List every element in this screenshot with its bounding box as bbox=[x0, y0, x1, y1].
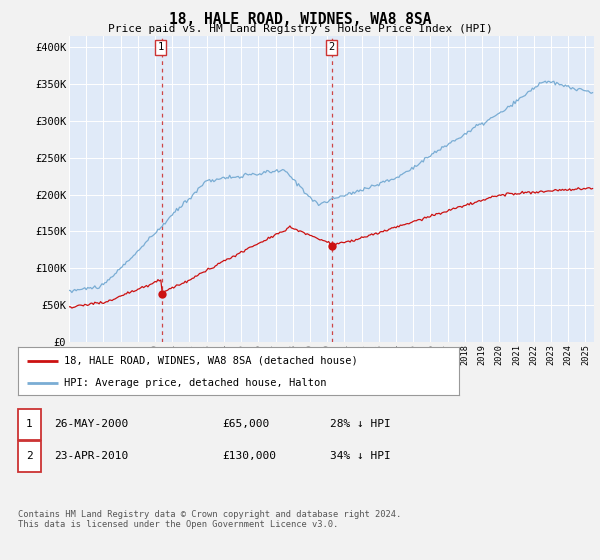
Text: £130,000: £130,000 bbox=[222, 451, 276, 461]
Text: Price paid vs. HM Land Registry's House Price Index (HPI): Price paid vs. HM Land Registry's House … bbox=[107, 24, 493, 34]
Text: 28% ↓ HPI: 28% ↓ HPI bbox=[330, 419, 391, 430]
Text: 18, HALE ROAD, WIDNES, WA8 8SA (detached house): 18, HALE ROAD, WIDNES, WA8 8SA (detached… bbox=[64, 356, 358, 366]
Text: £65,000: £65,000 bbox=[222, 419, 269, 430]
Text: 1: 1 bbox=[26, 419, 33, 430]
Text: Contains HM Land Registry data © Crown copyright and database right 2024.
This d: Contains HM Land Registry data © Crown c… bbox=[18, 510, 401, 529]
Text: 1: 1 bbox=[158, 43, 164, 53]
Text: 18, HALE ROAD, WIDNES, WA8 8SA: 18, HALE ROAD, WIDNES, WA8 8SA bbox=[169, 12, 431, 27]
Text: HPI: Average price, detached house, Halton: HPI: Average price, detached house, Halt… bbox=[64, 378, 327, 388]
Text: 26-MAY-2000: 26-MAY-2000 bbox=[54, 419, 128, 430]
Text: 23-APR-2010: 23-APR-2010 bbox=[54, 451, 128, 461]
Text: 34% ↓ HPI: 34% ↓ HPI bbox=[330, 451, 391, 461]
Text: 2: 2 bbox=[26, 451, 33, 461]
Text: 2: 2 bbox=[328, 43, 335, 53]
